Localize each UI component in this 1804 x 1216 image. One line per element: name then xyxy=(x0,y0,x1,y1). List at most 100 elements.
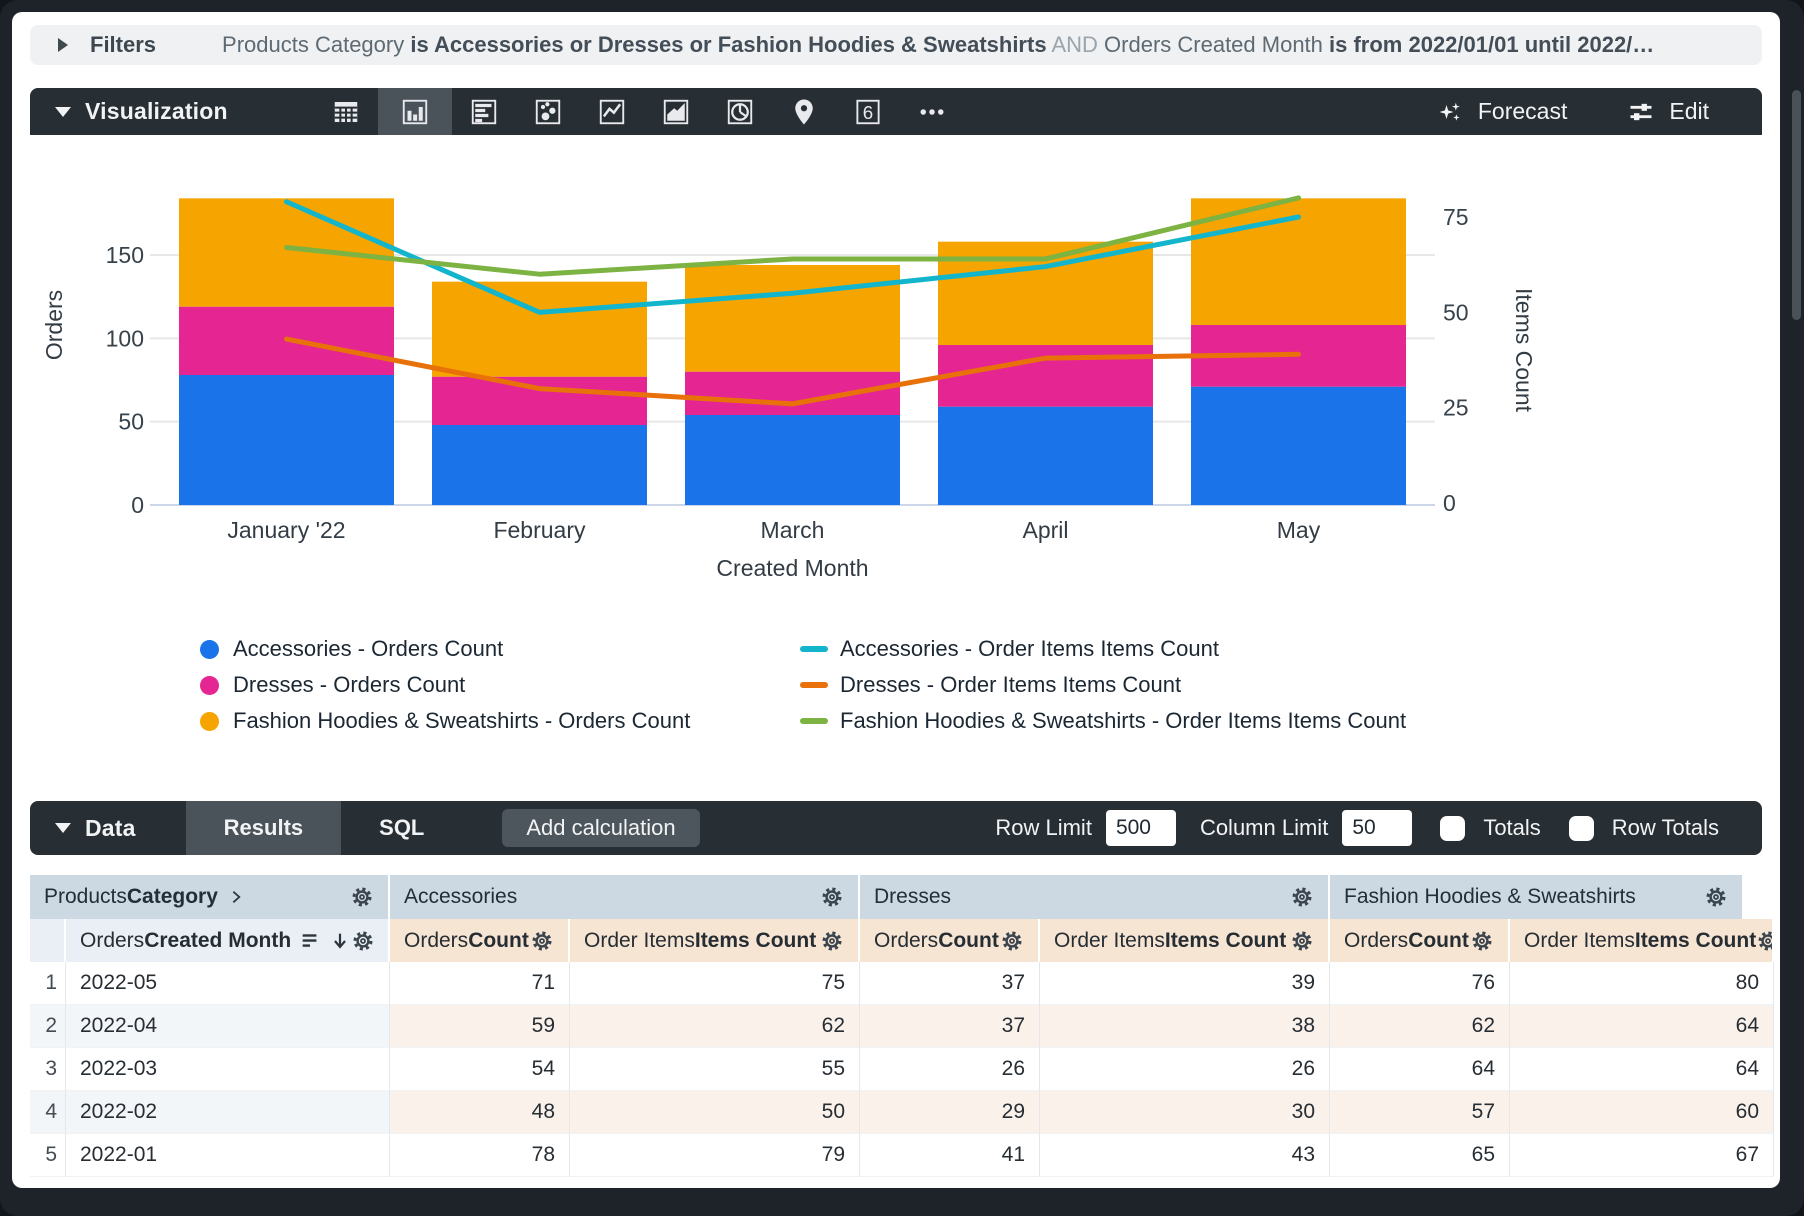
row-chart-icon[interactable] xyxy=(469,97,499,127)
bar-segment[interactable] xyxy=(938,345,1153,407)
value-cell[interactable]: 64 xyxy=(1510,1048,1774,1091)
more-options-icon[interactable] xyxy=(917,97,947,127)
tab-results[interactable]: Results xyxy=(185,801,342,855)
value-cell[interactable]: 37 xyxy=(860,962,1040,1005)
trend-line[interactable] xyxy=(284,199,1301,315)
viz-type-line-chart[interactable] xyxy=(580,88,644,135)
value-cell[interactable]: 43 xyxy=(1040,1134,1330,1177)
legend-item[interactable]: Fashion Hoodies & Sweatshirts - Order It… xyxy=(800,708,1406,733)
viz-type-area-chart[interactable] xyxy=(644,88,708,135)
bar-segment[interactable] xyxy=(432,425,647,505)
viz-type-row-chart[interactable] xyxy=(452,88,516,135)
gear-icon[interactable] xyxy=(350,885,374,909)
viz-type-more-options[interactable] xyxy=(900,88,964,135)
gear-icon[interactable] xyxy=(820,885,844,909)
single-value-icon[interactable] xyxy=(853,97,883,127)
measure-column-header[interactable]: Order Items Items Count xyxy=(570,919,860,962)
bar-segment[interactable] xyxy=(1191,386,1406,505)
viz-type-single-value[interactable] xyxy=(836,88,900,135)
viz-type-map-chart[interactable] xyxy=(772,88,836,135)
subtotal-icon[interactable] xyxy=(299,930,321,952)
bar-segment[interactable] xyxy=(179,375,394,505)
value-cell[interactable]: 64 xyxy=(1330,1048,1510,1091)
value-cell[interactable]: 30 xyxy=(1040,1091,1330,1134)
viz-type-scatter-chart[interactable] xyxy=(516,88,580,135)
gear-icon[interactable] xyxy=(530,929,554,953)
row-totals-checkbox[interactable] xyxy=(1568,815,1594,841)
viz-type-pie-chart[interactable] xyxy=(708,88,772,135)
add-calculation-button[interactable]: Add calculation xyxy=(502,809,700,847)
column-group-header[interactable]: Accessories xyxy=(390,875,860,919)
measure-column-header[interactable]: Orders Count xyxy=(390,919,570,962)
visualization-collapse-icon[interactable] xyxy=(55,106,71,117)
column-group-header[interactable]: Fashion Hoodies & Sweatshirts xyxy=(1330,875,1744,919)
value-cell[interactable]: 38 xyxy=(1040,1005,1330,1048)
legend-item[interactable]: Accessories - Orders Count xyxy=(200,636,800,661)
bar-segment[interactable] xyxy=(685,415,900,505)
gear-icon[interactable] xyxy=(820,929,844,953)
measure-column-header[interactable]: Order Items Items Count xyxy=(1040,919,1330,962)
value-cell[interactable]: 41 xyxy=(860,1134,1040,1177)
value-cell[interactable]: 80 xyxy=(1510,962,1774,1005)
value-cell[interactable]: 76 xyxy=(1330,962,1510,1005)
value-cell[interactable]: 78 xyxy=(390,1134,570,1177)
month-cell[interactable]: 2022-01 xyxy=(66,1134,390,1177)
bar-segment[interactable] xyxy=(432,376,647,425)
value-cell[interactable]: 62 xyxy=(570,1005,860,1048)
month-cell[interactable]: 2022-02 xyxy=(66,1091,390,1134)
bar-chart-icon[interactable] xyxy=(400,97,430,127)
edit-button[interactable]: Edit xyxy=(1627,98,1709,126)
value-cell[interactable]: 26 xyxy=(860,1048,1040,1091)
gear-icon[interactable] xyxy=(1756,929,1774,953)
scatter-chart-icon[interactable] xyxy=(533,97,563,127)
value-cell[interactable]: 60 xyxy=(1510,1091,1774,1134)
legend-item[interactable]: Dresses - Order Items Items Count xyxy=(800,672,1406,697)
map-chart-icon[interactable] xyxy=(789,97,819,127)
value-cell[interactable]: 75 xyxy=(570,962,860,1005)
legend-item[interactable]: Accessories - Order Items Items Count xyxy=(800,636,1406,661)
gear-icon[interactable] xyxy=(1704,885,1728,909)
sort-desc-icon[interactable] xyxy=(329,930,351,952)
bar-segment[interactable] xyxy=(685,265,900,372)
value-cell[interactable]: 64 xyxy=(1510,1005,1774,1048)
value-cell[interactable]: 67 xyxy=(1510,1134,1774,1177)
value-cell[interactable]: 29 xyxy=(860,1091,1040,1134)
column-header-orders-created-month[interactable]: Orders Created Month xyxy=(66,919,390,962)
month-cell[interactable]: 2022-03 xyxy=(66,1048,390,1091)
chevron-right-icon[interactable] xyxy=(228,889,244,905)
value-cell[interactable]: 39 xyxy=(1040,962,1330,1005)
gear-icon[interactable] xyxy=(1290,885,1314,909)
measure-column-header[interactable]: Orders Count xyxy=(860,919,1040,962)
trend-line[interactable] xyxy=(284,195,1301,277)
value-cell[interactable]: 65 xyxy=(1330,1134,1510,1177)
measure-column-header[interactable]: Orders Count xyxy=(1330,919,1510,962)
viz-type-table-chart[interactable] xyxy=(314,88,378,135)
value-cell[interactable]: 55 xyxy=(570,1048,860,1091)
value-cell[interactable]: 48 xyxy=(390,1091,570,1134)
legend-item[interactable]: Fashion Hoodies & Sweatshirts - Orders C… xyxy=(200,708,800,733)
forecast-button[interactable]: Forecast xyxy=(1436,98,1567,126)
measure-column-header[interactable]: Order Items Items Count xyxy=(1510,919,1774,962)
value-cell[interactable]: 79 xyxy=(570,1134,860,1177)
gear-icon[interactable] xyxy=(1470,929,1494,953)
trend-line[interactable] xyxy=(284,336,1301,407)
column-limit-input[interactable] xyxy=(1342,810,1413,846)
bar-segment[interactable] xyxy=(179,198,394,307)
column-header-products-category[interactable]: Products Category xyxy=(30,875,390,919)
value-cell[interactable]: 57 xyxy=(1330,1091,1510,1134)
totals-checkbox[interactable] xyxy=(1440,815,1466,841)
row-limit-input[interactable] xyxy=(1105,810,1176,846)
bar-segment[interactable] xyxy=(432,281,647,377)
gear-icon[interactable] xyxy=(1000,929,1024,953)
filters-bar[interactable]: Filters Products Category is Accessories… xyxy=(30,25,1762,65)
gear-icon[interactable] xyxy=(1290,929,1314,953)
column-group-header[interactable]: Dresses xyxy=(860,875,1330,919)
value-cell[interactable]: 26 xyxy=(1040,1048,1330,1091)
value-cell[interactable]: 50 xyxy=(570,1091,860,1134)
value-cell[interactable]: 62 xyxy=(1330,1005,1510,1048)
window-scrollbar[interactable] xyxy=(1792,90,1801,320)
tab-sql[interactable]: SQL xyxy=(379,815,425,840)
legend-item[interactable]: Dresses - Orders Count xyxy=(200,672,800,697)
data-collapse-icon[interactable] xyxy=(55,823,71,833)
filters-expand-icon[interactable] xyxy=(58,38,68,52)
